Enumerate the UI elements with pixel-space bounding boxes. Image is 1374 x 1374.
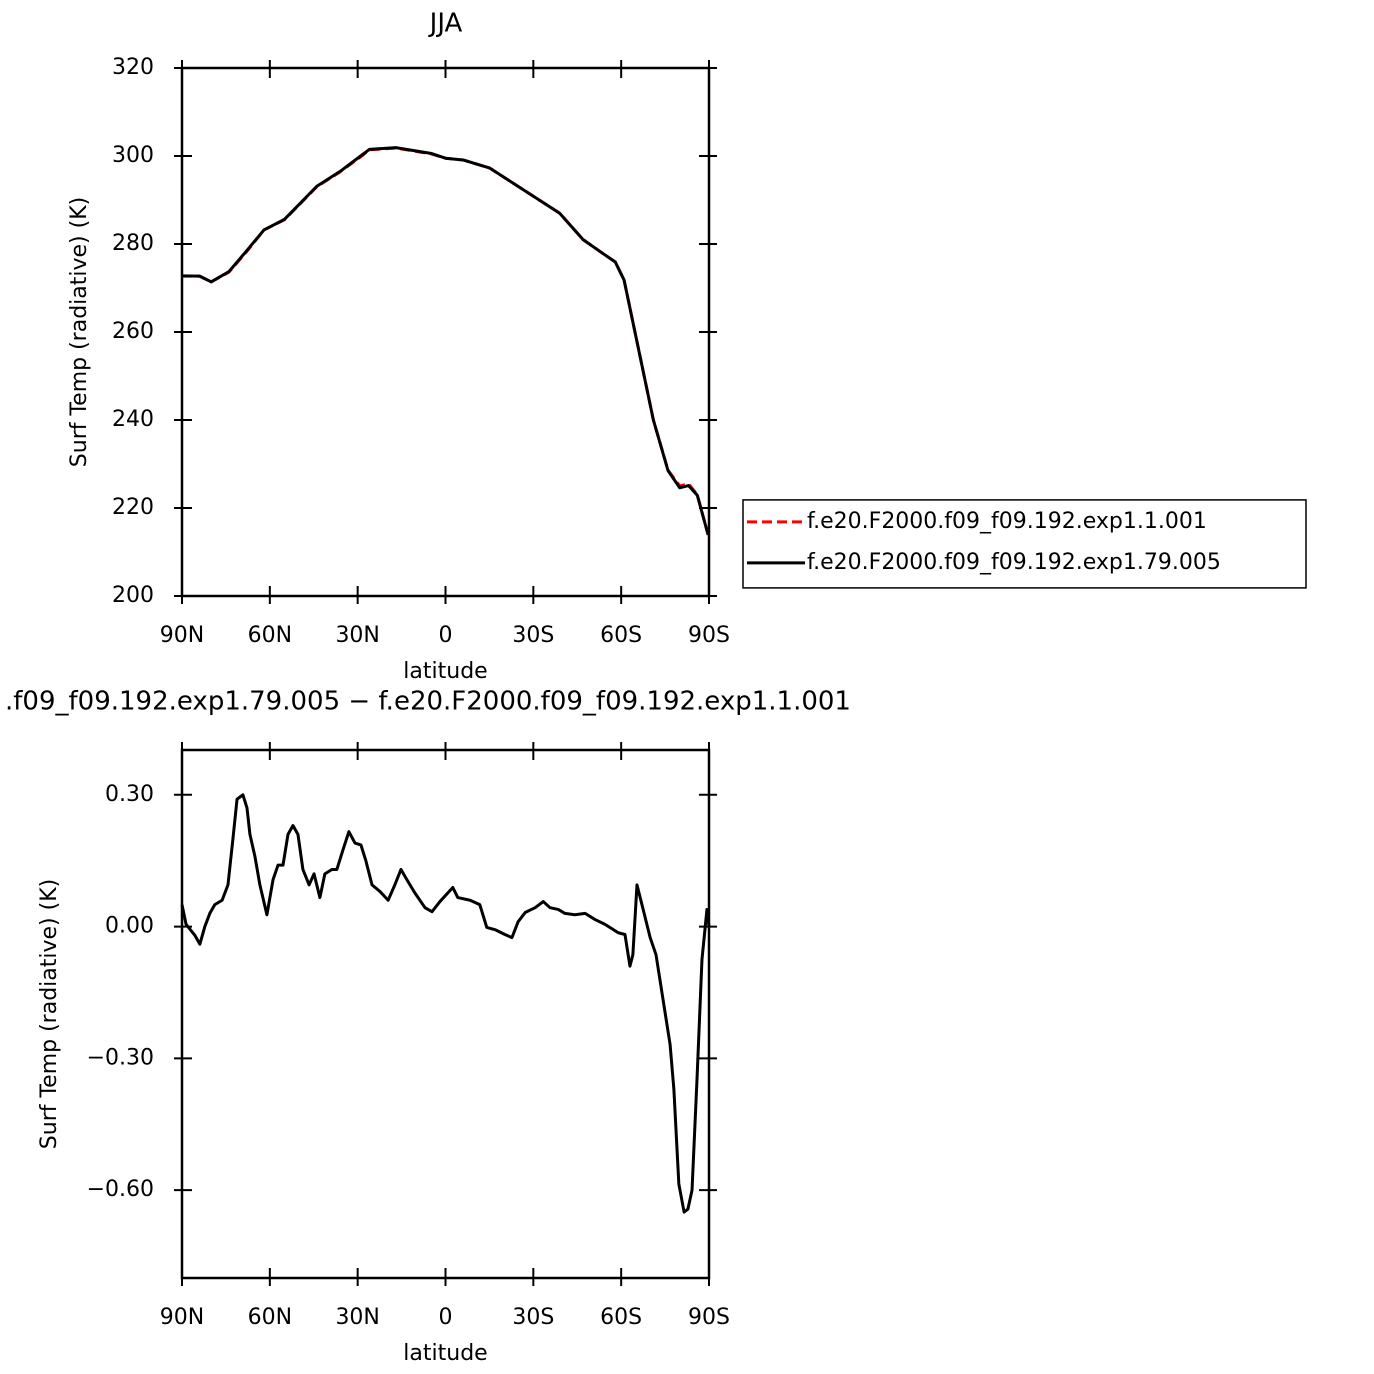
- y-tick-label: 0.30: [105, 782, 154, 807]
- legend-label: f.e20.F2000.f09_f09.192.exp1.79.005: [807, 550, 1221, 575]
- y-tick-label: 240: [112, 407, 154, 432]
- x-tick-label: 60S: [600, 1305, 642, 1330]
- chart-title: JJA: [428, 9, 463, 39]
- y-tick-label: 280: [112, 231, 154, 256]
- x-axis-label: latitude: [403, 1341, 487, 1366]
- x-tick-label: 0: [439, 1305, 453, 1330]
- x-tick-label: 60N: [248, 623, 292, 648]
- x-tick-label: 30N: [335, 1305, 379, 1330]
- legend-label: f.e20.F2000.f09_f09.192.exp1.1.001: [807, 509, 1207, 534]
- x-tick-label: 60N: [248, 1305, 292, 1330]
- data-line: [182, 146, 710, 536]
- x-tick-label: 30S: [512, 623, 554, 648]
- x-tick-label: 90S: [688, 1305, 730, 1330]
- legend-box: [742, 499, 1307, 589]
- y-axis-label: Surf Temp (radiative) (K): [37, 879, 62, 1149]
- x-tick-label: 30N: [335, 623, 379, 648]
- x-tick-label: 90N: [160, 623, 204, 648]
- data-line: [180, 793, 711, 1214]
- y-tick-label: 260: [112, 319, 154, 344]
- data-line: [181, 146, 710, 536]
- y-tick-label: 0.00: [105, 914, 154, 939]
- y-tick-label: 220: [112, 495, 154, 520]
- y-tick-label: −0.60: [87, 1177, 154, 1202]
- x-tick-label: 90S: [688, 623, 730, 648]
- chart-title: .f09_f09.192.exp1.79.005 − f.e20.F2000.f…: [5, 687, 851, 717]
- x-axis-label: latitude: [403, 659, 487, 684]
- y-tick-label: 200: [112, 583, 154, 608]
- x-tick-label: 0: [439, 623, 453, 648]
- plot-frame: [180, 748, 711, 1280]
- y-tick-label: 300: [112, 143, 154, 168]
- x-tick-label: 90N: [160, 1305, 204, 1330]
- y-tick-label: 320: [112, 55, 154, 80]
- x-tick-label: 60S: [600, 623, 642, 648]
- x-tick-label: 30S: [512, 1305, 554, 1330]
- y-tick-label: −0.30: [87, 1045, 154, 1070]
- plot-frame: [180, 66, 711, 598]
- y-axis-label: Surf Temp (radiative) (K): [67, 197, 92, 467]
